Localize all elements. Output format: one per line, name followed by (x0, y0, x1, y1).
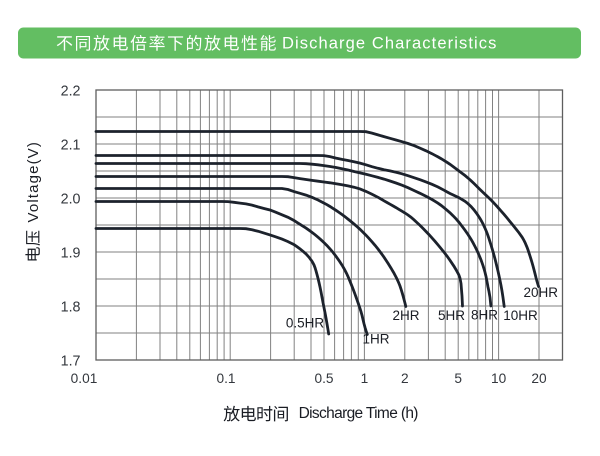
svg-text:Discharge Characteristics: Discharge Characteristics (282, 35, 497, 53)
svg-text:1.9: 1.9 (61, 246, 81, 262)
svg-text:1HR: 1HR (362, 332, 389, 347)
svg-text:2.1: 2.1 (61, 138, 81, 154)
svg-text:20: 20 (531, 371, 547, 386)
svg-text:8HR: 8HR (471, 308, 498, 323)
svg-text:2HR: 2HR (392, 308, 419, 323)
svg-text:5HR: 5HR (438, 308, 465, 323)
svg-text:1.7: 1.7 (61, 354, 81, 370)
svg-text:5: 5 (454, 371, 462, 386)
svg-text:1: 1 (361, 371, 369, 386)
svg-text:20HR: 20HR (523, 285, 558, 300)
svg-text:10: 10 (491, 371, 507, 386)
svg-text:2.0: 2.0 (61, 192, 81, 208)
svg-text:2.2: 2.2 (61, 84, 81, 100)
svg-text:0.5: 0.5 (314, 371, 333, 386)
svg-text:10HR: 10HR (503, 308, 538, 323)
svg-text:0.1: 0.1 (216, 371, 235, 386)
svg-text:Discharge Time (h): Discharge Time (h) (299, 405, 419, 422)
svg-text:1.8: 1.8 (61, 300, 81, 316)
svg-text:0.01: 0.01 (71, 371, 98, 386)
svg-text:Voltage(V): Voltage(V) (25, 141, 42, 223)
svg-text:2: 2 (401, 371, 409, 386)
svg-text:0.5HR: 0.5HR (286, 316, 325, 331)
